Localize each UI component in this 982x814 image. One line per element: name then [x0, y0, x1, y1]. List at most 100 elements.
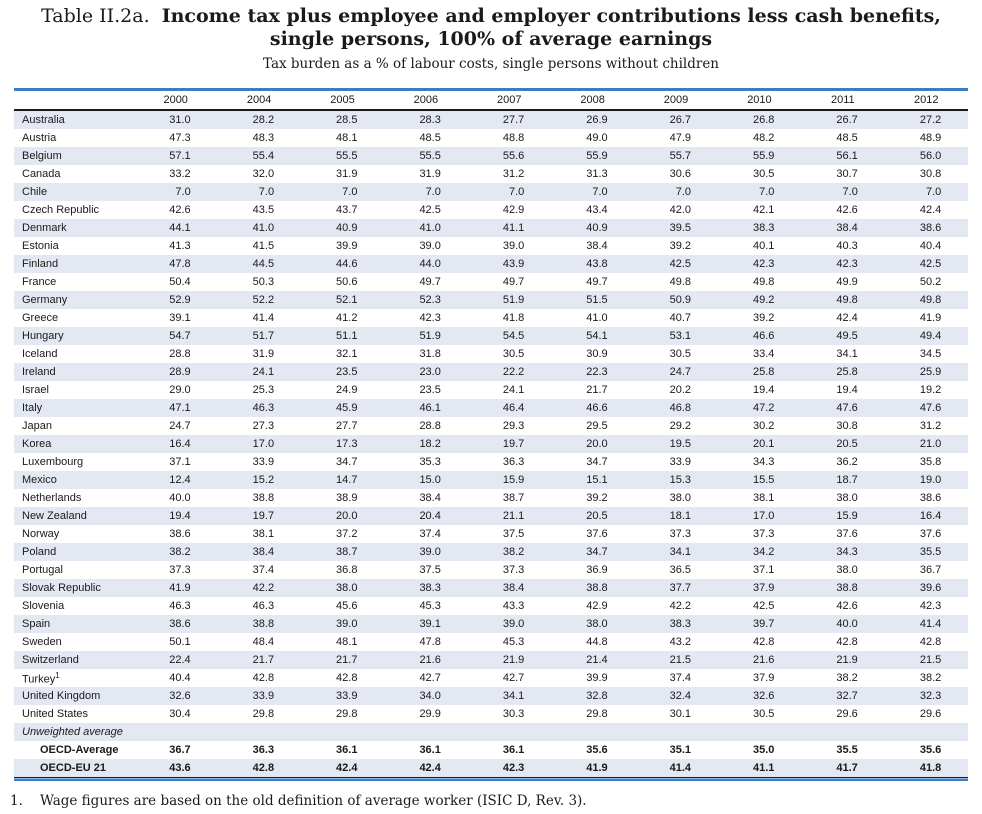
- row-label: Portugal: [22, 564, 63, 576]
- value-cell: 49.8: [669, 276, 692, 288]
- value-cell: 34.1: [836, 348, 858, 360]
- value-cell: 21.9: [836, 654, 858, 666]
- table-row: Portugal 37.3 37.4 36.8 37.5 37.3 36.9 36.5 37.1…: [14, 561, 968, 579]
- value-cell: 39.0: [419, 240, 441, 252]
- table-row: Slovak Republic 41.9 42.2 38.0 38.3 38.4 38.8 3…: [14, 579, 968, 597]
- value-cell: 27.2: [919, 114, 942, 126]
- value-cell: 42.8: [836, 636, 858, 648]
- value-cell: 38.4: [586, 240, 608, 252]
- value-cell: 50.9: [669, 294, 692, 306]
- value-cell: 38.6: [169, 618, 191, 630]
- value-cell: 50.2: [919, 276, 942, 288]
- value-cell: 32.6: [753, 690, 775, 702]
- value-cell: 48.4: [252, 636, 275, 648]
- value-cell: 7.0: [425, 186, 441, 198]
- value-cell: 40.7: [669, 312, 692, 324]
- value-cell: 38.3: [669, 618, 692, 630]
- value-cell: 50.3: [252, 276, 275, 288]
- value-cell: 46.8: [669, 402, 692, 414]
- value-cell: 23.5: [336, 366, 358, 378]
- value-cell: 41.5: [252, 240, 275, 252]
- value-cell: 42.8: [336, 672, 358, 684]
- value-cell: 49.2: [753, 294, 775, 306]
- value-cell: 37.7: [669, 582, 692, 594]
- value-cell: 42.4: [419, 762, 441, 774]
- value-cell: 57.1: [169, 150, 191, 162]
- value-cell: 48.5: [836, 132, 858, 144]
- value-cell: 51.7: [252, 330, 275, 342]
- value-cell: 42.0: [669, 204, 692, 216]
- table-row: Iceland 28.8 31.9 32.1 31.8 30.5 30.9 30.5 33.4 3…: [14, 345, 968, 363]
- value-cell: 37.4: [252, 564, 275, 576]
- value-cell: 36.1: [419, 744, 441, 756]
- value-cell: 33.9: [669, 456, 692, 468]
- row-label: France: [22, 276, 57, 288]
- value-cell: 48.1: [336, 132, 358, 144]
- table-header: 2000 2004 2005 2006 2007 2008 2009 2010 2011 2012: [14, 91, 968, 111]
- value-cell: 37.5: [419, 564, 441, 576]
- row-label: Hungary: [22, 330, 64, 342]
- value-cell: 35.8: [919, 456, 942, 468]
- value-cell: 42.8: [753, 636, 775, 648]
- header-row: 2000 2004 2005 2006 2007 2008 2009 2010 2011 2012: [14, 91, 968, 111]
- value-cell: 31.9: [336, 168, 358, 180]
- value-cell: 35.3: [419, 456, 441, 468]
- value-cell: 38.1: [252, 528, 275, 540]
- row-label: Switzerland: [22, 654, 79, 666]
- row-label: Spain: [22, 618, 51, 630]
- row-label: OECD-EU 21: [40, 762, 107, 774]
- value-cell: 21.9: [502, 654, 525, 666]
- table-body: Australia 31.0 28.2 28.5 28.3 27.7 26.9 26.7 26.…: [14, 110, 968, 777]
- value-cell: 38.6: [169, 528, 191, 540]
- value-cell: 46.3: [169, 600, 191, 612]
- value-cell: 26.8: [753, 114, 775, 126]
- value-cell: 27.3: [252, 420, 275, 432]
- value-cell: 33.9: [252, 690, 275, 702]
- value-cell: 42.3: [753, 258, 775, 270]
- value-cell: 42.6: [836, 600, 858, 612]
- value-cell: 28.9: [169, 366, 191, 378]
- value-cell: 15.2: [252, 474, 275, 486]
- value-cell: 41.2: [336, 312, 358, 324]
- value-cell: 30.5: [753, 168, 775, 180]
- value-cell: 30.5: [669, 348, 692, 360]
- value-cell: 38.4: [836, 222, 858, 234]
- value-cell: 46.4: [502, 402, 525, 414]
- value-cell: 27.7: [502, 114, 525, 126]
- value-cell: 48.5: [419, 132, 441, 144]
- value-cell: 36.7: [169, 744, 191, 756]
- value-cell: 33.2: [169, 168, 191, 180]
- value-cell: 20.5: [836, 438, 858, 450]
- row-label: Unweighted average: [22, 726, 123, 738]
- value-cell: 37.9: [753, 672, 775, 684]
- value-cell: 15.9: [502, 474, 525, 486]
- value-cell: 49.8: [753, 276, 775, 288]
- value-cell: 41.0: [586, 312, 608, 324]
- table-row: Poland 38.2 38.4 38.7 39.0 38.2 34.7 34.1 34.2 34…: [14, 543, 968, 561]
- value-cell: 29.9: [419, 708, 441, 720]
- value-cell: 22.3: [586, 366, 608, 378]
- value-cell: 39.2: [753, 312, 775, 324]
- value-cell: 47.6: [919, 402, 942, 414]
- year-column-header: 2007: [467, 91, 551, 111]
- value-cell: 40.9: [336, 222, 358, 234]
- row-label: Slovenia: [22, 600, 65, 612]
- value-cell: 38.4: [419, 492, 441, 504]
- value-cell: 28.2: [252, 114, 275, 126]
- value-cell: 30.4: [169, 708, 191, 720]
- value-cell: 38.8: [836, 582, 858, 594]
- table-row: Israel 29.0 25.3 24.9 23.5 24.1 21.7 20.2 19.4 19…: [14, 381, 968, 399]
- value-cell: 15.5: [753, 474, 775, 486]
- value-cell: 54.7: [169, 330, 191, 342]
- table-row: Norway 38.6 38.1 37.2 37.4 37.5 37.6 37.3 37.3 37…: [14, 525, 968, 543]
- value-cell: 41.8: [919, 762, 942, 774]
- value-cell: 43.2: [669, 636, 692, 648]
- value-cell: 49.7: [502, 276, 525, 288]
- value-cell: 39.0: [502, 618, 525, 630]
- value-cell: 37.2: [336, 528, 358, 540]
- table-row: Australia 31.0 28.2 28.5 28.3 27.7 26.9 26.7 26.…: [14, 110, 968, 129]
- value-cell: 44.6: [336, 258, 358, 270]
- top-rule: [14, 88, 968, 91]
- value-cell: 54.1: [586, 330, 608, 342]
- value-cell: 44.1: [169, 222, 191, 234]
